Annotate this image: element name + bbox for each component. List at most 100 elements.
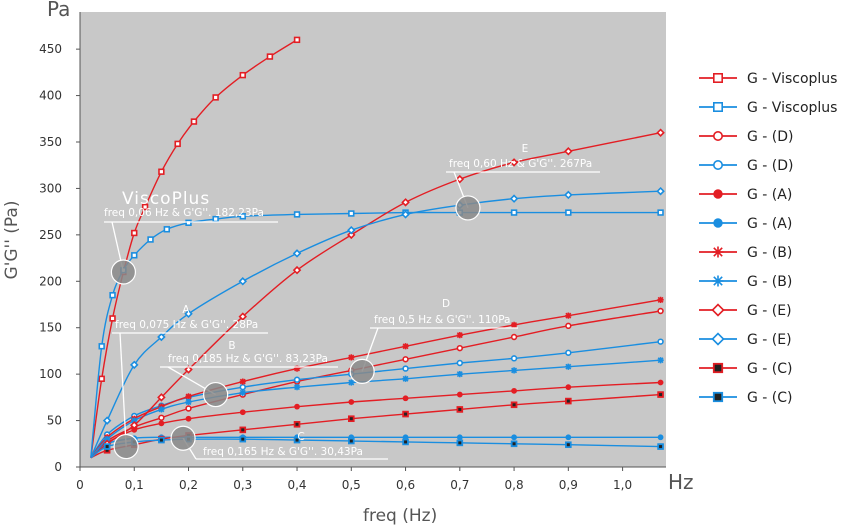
- y-tick-label: 350: [39, 135, 62, 149]
- y-tick-label: 0: [54, 460, 62, 474]
- data-point: [184, 309, 193, 319]
- data-point: [293, 376, 301, 383]
- y-tick-label: 50: [47, 414, 62, 428]
- data-point: [656, 128, 665, 137]
- data-point: [657, 443, 664, 450]
- legend-item: G - (B): [699, 245, 792, 261]
- y-tick-label: 200: [39, 274, 62, 288]
- data-point: [565, 312, 572, 319]
- data-point: [348, 399, 355, 405]
- annotation-circle: [203, 381, 229, 408]
- data-point: [509, 158, 519, 167]
- annotation-label: B: [228, 340, 235, 352]
- data-point: [657, 357, 664, 364]
- x-axis-ticks: 0 0,1 0,2 0,3 0,4 0,5 0,6 0,7 0,8 0,9 1,0: [76, 467, 632, 492]
- x-tick-label: 0,7: [450, 478, 469, 492]
- data-point: [238, 312, 248, 321]
- data-point: [103, 443, 111, 450]
- y-axis-ticks: 0 50 100 150 200 250 300 350 400 450: [39, 42, 80, 474]
- data-point: [402, 395, 409, 402]
- data-point: [163, 226, 171, 233]
- x-tick-label: 1,0: [613, 478, 632, 492]
- data-point: [510, 401, 518, 409]
- plot-background: [80, 12, 666, 467]
- legend-item: G - (E): [699, 303, 792, 319]
- y-tick-label: 150: [39, 321, 62, 335]
- data-point: [131, 417, 138, 424]
- data-point: [347, 230, 356, 240]
- data-point: [565, 322, 572, 330]
- legend-swatch-marker: [712, 246, 724, 258]
- data-point: [510, 367, 518, 374]
- legend-label: G - (A): [747, 216, 792, 232]
- annotation-3: freq 0,165 Hz & G'G''. 30,43Pa C: [170, 425, 388, 460]
- data-point: [657, 391, 664, 398]
- annotation-circle: [455, 195, 481, 221]
- annotation-0: freq 0,06 Hz & G'G''. 182,23Pa: [104, 207, 278, 285]
- legend-item: G - (A): [699, 216, 792, 232]
- annotation-1: freq 0,075 Hz & G'G''. 28Pa A: [112, 304, 268, 460]
- legend-swatch-marker: [712, 73, 723, 84]
- data-point: [348, 379, 355, 386]
- data-point: [456, 332, 463, 339]
- data-point: [565, 441, 572, 449]
- annotation-label: A: [182, 304, 190, 316]
- data-point: [98, 375, 105, 382]
- annotation-circle: [170, 425, 196, 451]
- annotation-text: freq 0,165 Hz & G'G''. 30,43Pa: [203, 446, 363, 458]
- data-point: [456, 359, 464, 367]
- annotation-circle: [349, 358, 375, 384]
- x-axis-title: freq (Hz): [363, 506, 437, 526]
- data-point: [239, 213, 246, 220]
- data-point: [157, 393, 166, 402]
- x-tick-label: 0: [76, 478, 84, 492]
- legend-label: G - (D): [747, 129, 794, 145]
- data-point: [293, 211, 301, 218]
- data-point: [402, 410, 409, 418]
- data-point: [185, 405, 192, 412]
- legend-swatch-marker: [711, 303, 725, 317]
- data-point: [657, 307, 664, 315]
- x-tick-label: 0,6: [396, 478, 415, 492]
- annotations-group: freq 0,06 Hz & G'G''. 182,23Pa freq 0,075…: [104, 143, 600, 460]
- series-group: [90, 36, 665, 459]
- data-point: [190, 118, 198, 125]
- data-point: [402, 356, 409, 363]
- data-point: [293, 420, 301, 428]
- y-tick-label: 100: [39, 367, 62, 381]
- series-7: [90, 357, 664, 459]
- legend-swatch-marker: [713, 218, 723, 228]
- legend-item: G - (B): [699, 274, 792, 290]
- legend-item: G - Viscoplus: [699, 71, 837, 87]
- legend-item: G - (A): [699, 187, 792, 203]
- annotation-text: freq 0,075 Hz & G'G''. 28Pa: [115, 319, 258, 331]
- legend: G - Viscoplus G - Viscoplus G - (D) G - (D)…: [699, 71, 837, 406]
- legend-label: G - (C): [747, 361, 793, 377]
- x-tick-label: 0,9: [559, 478, 578, 492]
- data-point: [158, 414, 165, 421]
- data-point: [402, 343, 409, 350]
- data-point: [102, 416, 112, 425]
- annotation-leader: [119, 332, 127, 447]
- data-point: [347, 225, 356, 235]
- data-point: [656, 186, 665, 196]
- data-point: [657, 209, 664, 216]
- y-unit-label: Pa: [47, 0, 70, 21]
- data-point: [239, 383, 246, 391]
- data-point: [657, 434, 664, 441]
- data-point: [293, 365, 301, 372]
- data-point: [402, 438, 409, 446]
- data-point: [185, 415, 192, 422]
- legend-label: G - (C): [747, 390, 793, 406]
- data-point: [239, 426, 247, 434]
- data-point: [456, 344, 464, 352]
- data-point: [147, 236, 154, 243]
- data-point: [456, 391, 463, 398]
- data-point: [293, 436, 301, 444]
- data-point: [348, 210, 355, 217]
- data-point: [239, 378, 246, 385]
- y-axis-title: G'G'' (Pa): [2, 201, 22, 280]
- data-point: [185, 398, 192, 406]
